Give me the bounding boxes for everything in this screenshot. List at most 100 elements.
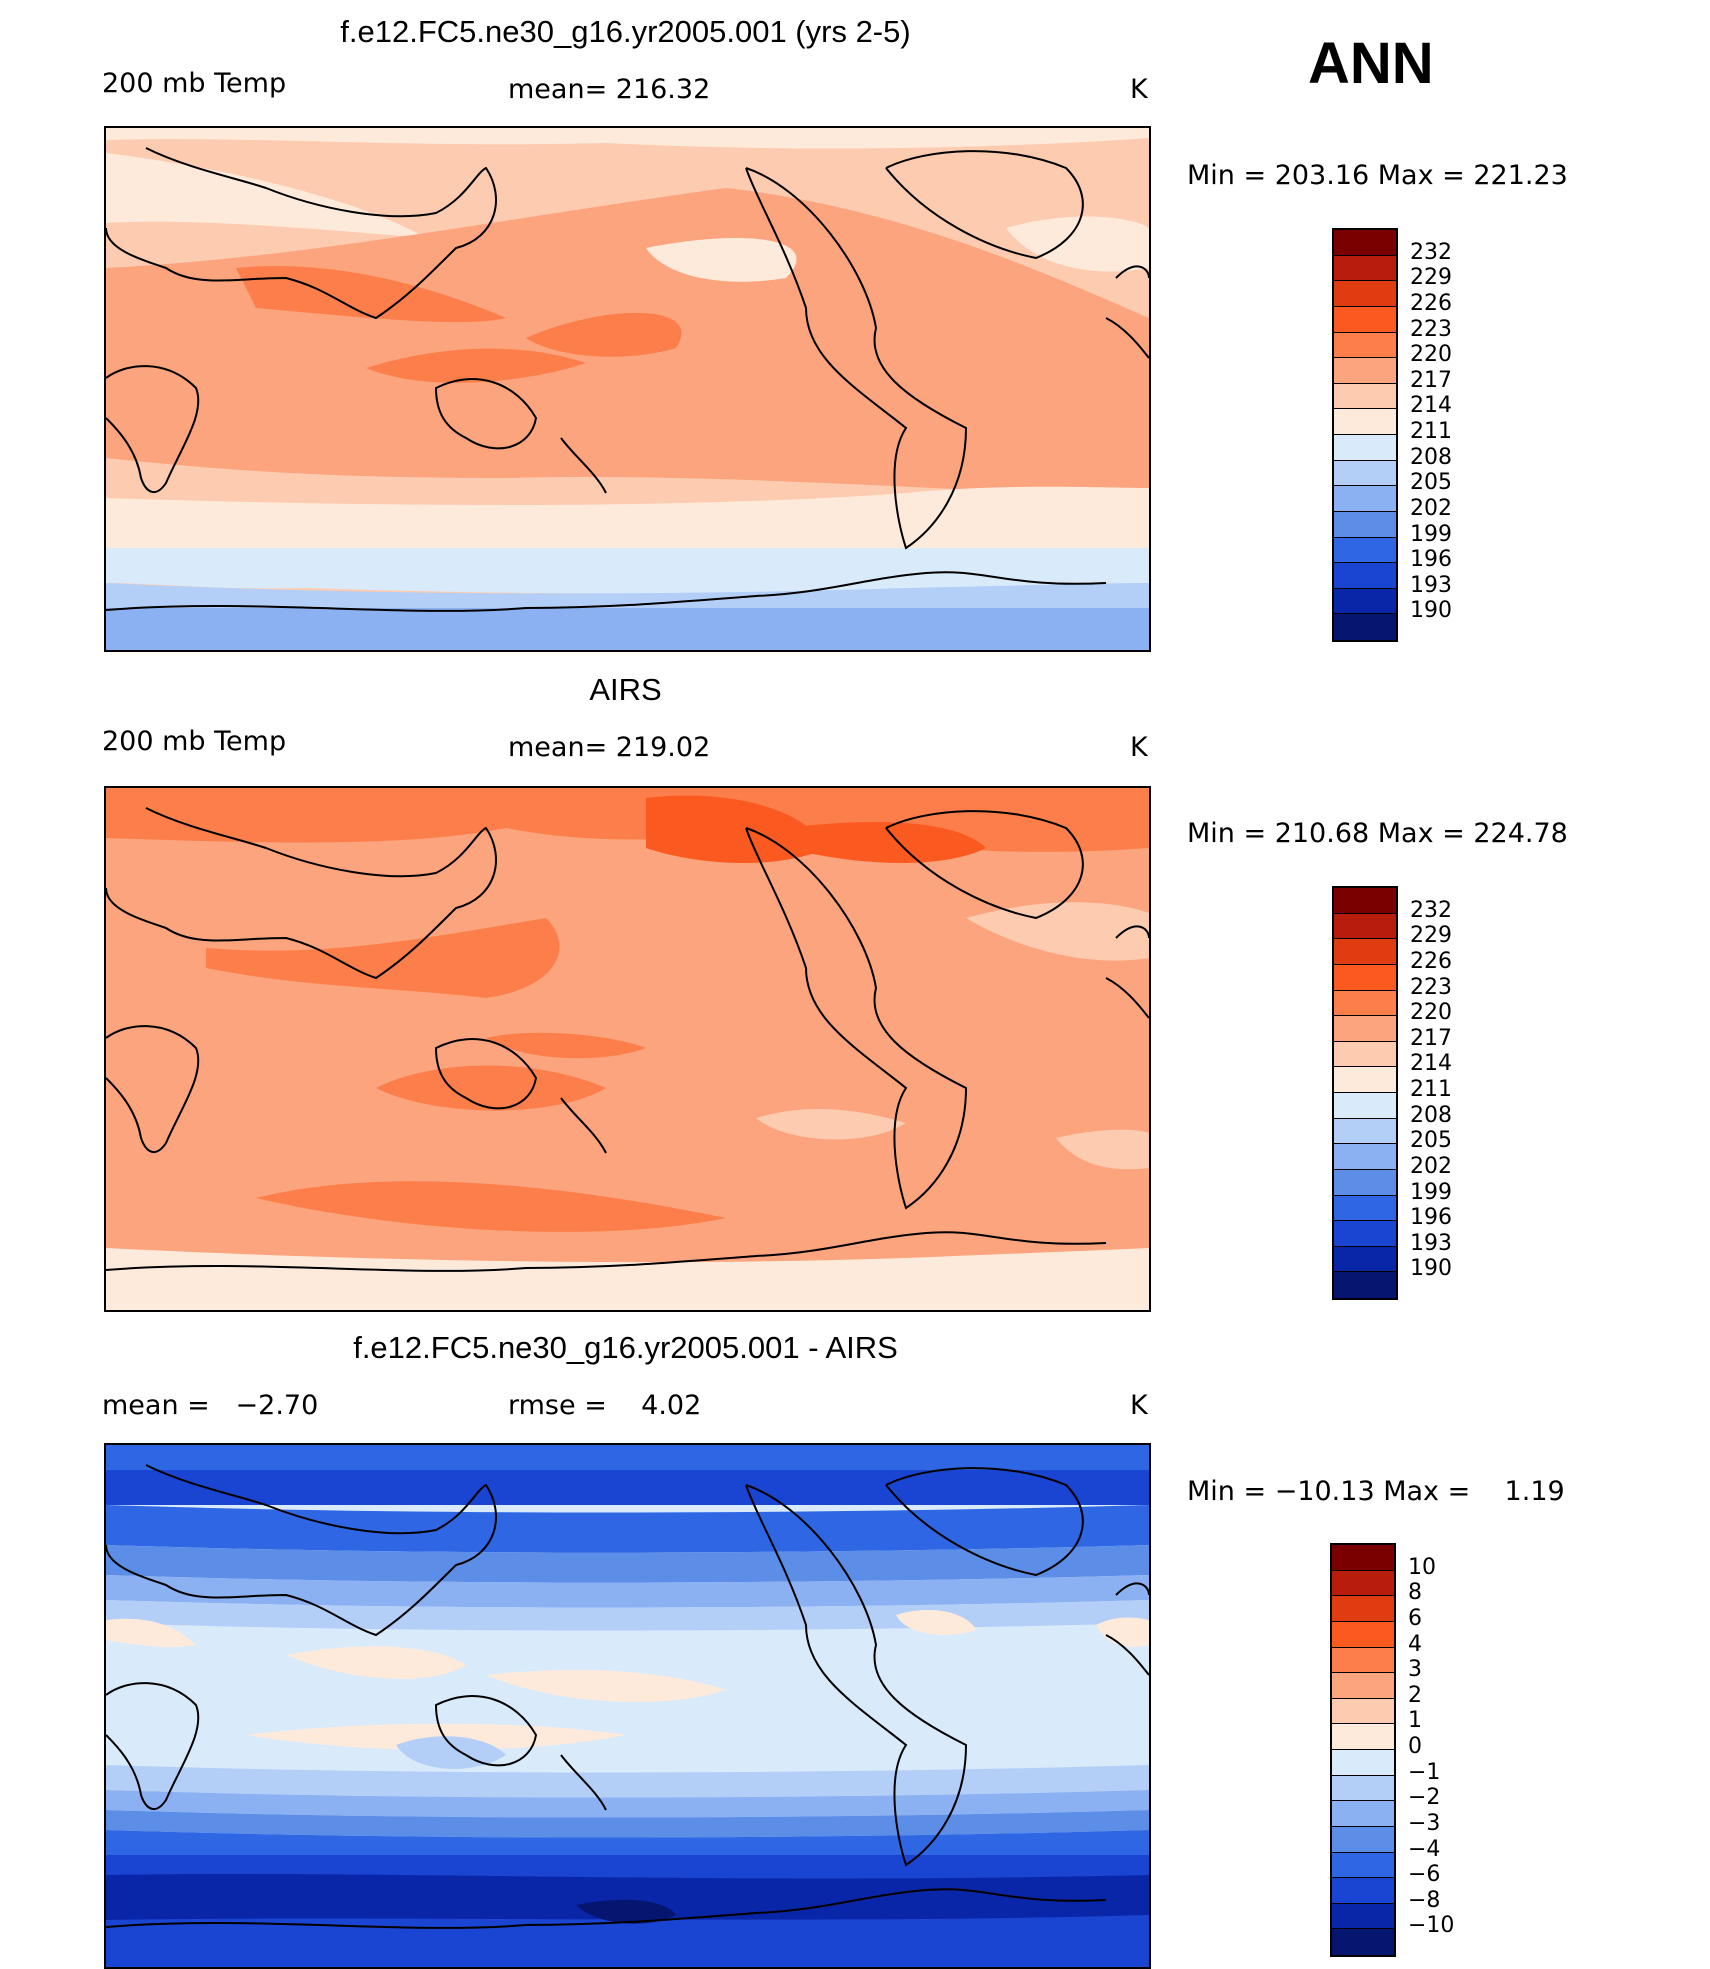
colorbar-segment — [1334, 486, 1396, 512]
panel-2-map — [104, 786, 1151, 1312]
colorbar-tick-label: 208 — [1410, 1102, 1452, 1128]
colorbar-tick-label: 190 — [1410, 598, 1452, 624]
colorbar-segment — [1332, 1903, 1394, 1930]
colorbar-tick-label: 2 — [1408, 1682, 1422, 1708]
colorbar-tick-label: 214 — [1410, 393, 1452, 419]
colorbar-tick-label: 205 — [1410, 1128, 1452, 1154]
colorbar-segment — [1334, 939, 1396, 965]
colorbar-segment — [1334, 990, 1396, 1017]
colorbar-tick-label: 223 — [1410, 316, 1452, 342]
colorbar-tick-label: −1 — [1408, 1759, 1441, 1785]
colorbar-segment — [1334, 1093, 1396, 1119]
panel-2-variable-label: 200 mb Temp — [102, 726, 287, 757]
colorbar-segment — [1334, 435, 1396, 461]
colorbar-tick-label: 220 — [1410, 342, 1452, 368]
panel-3-map — [104, 1443, 1151, 1969]
colorbar-segment — [1332, 1570, 1394, 1597]
colorbar-segment — [1334, 1067, 1396, 1093]
colorbar-tick-label: 211 — [1410, 1077, 1452, 1102]
panel-2-colorbar — [1332, 886, 1398, 1300]
colorbar-segment — [1334, 537, 1396, 564]
colorbar-segment — [1332, 1545, 1394, 1571]
colorbar-tick-label: 10 — [1408, 1554, 1436, 1580]
panel-3-colorbar — [1330, 1543, 1396, 1957]
panel-2-title: AIRS — [589, 672, 662, 707]
colorbar-segment — [1334, 358, 1396, 384]
colorbar-segment — [1332, 1826, 1394, 1853]
colorbar-tick-label: 211 — [1410, 419, 1452, 444]
panel-1-min-max: Min = 203.16 Max = 221.23 — [1187, 160, 1568, 191]
colorbar-segment — [1334, 563, 1396, 589]
colorbar-tick-label: 8 — [1408, 1580, 1422, 1606]
panel-3-units: K — [1130, 1390, 1148, 1421]
colorbar-segment — [1332, 1750, 1394, 1776]
colorbar-segment — [1334, 230, 1396, 256]
colorbar-tick-label: −4 — [1408, 1836, 1441, 1862]
colorbar-tick-label: 4 — [1408, 1631, 1422, 1657]
colorbar-segment — [1334, 1221, 1396, 1247]
panel-3-min-max: Min = −10.13 Max = 1.19 — [1187, 1476, 1565, 1507]
colorbar-segment — [1334, 964, 1396, 991]
panel-1-map — [104, 126, 1151, 652]
colorbar-tick-label: 220 — [1410, 1000, 1452, 1026]
colorbar-segment — [1332, 1775, 1394, 1802]
colorbar-segment — [1332, 1878, 1394, 1904]
colorbar-segment — [1334, 281, 1396, 307]
colorbar-segment — [1334, 511, 1396, 538]
colorbar-segment — [1334, 1144, 1396, 1170]
panel-2-mean-label: mean= 219.02 — [508, 732, 711, 763]
colorbar-tick-label: 214 — [1410, 1051, 1452, 1077]
colorbar-tick-label: 199 — [1410, 521, 1452, 547]
colorbar-tick-label: 205 — [1410, 470, 1452, 496]
colorbar-tick-label: 193 — [1410, 572, 1452, 598]
colorbar-segment — [1334, 1246, 1396, 1273]
colorbar-tick-label: 196 — [1410, 547, 1452, 573]
panel-3-contour-map — [106, 1445, 1149, 1967]
colorbar-tick-label: 232 — [1410, 897, 1452, 923]
panel-1-variable-label: 200 mb Temp — [102, 68, 287, 99]
colorbar-segment — [1332, 1852, 1394, 1879]
panel-1-colorbar — [1332, 228, 1398, 642]
colorbar-segment — [1334, 913, 1396, 940]
colorbar-tick-label: 223 — [1410, 974, 1452, 1000]
colorbar-tick-label: 6 — [1408, 1605, 1422, 1631]
colorbar-tick-label: 229 — [1410, 265, 1452, 291]
colorbar-segment — [1334, 1118, 1396, 1145]
colorbar-tick-label: 208 — [1410, 444, 1452, 470]
colorbar-tick-label: 217 — [1410, 367, 1452, 393]
colorbar-segment — [1332, 1724, 1394, 1750]
colorbar-tick-label: −3 — [1408, 1810, 1441, 1836]
colorbar-tick-label: 0 — [1408, 1734, 1422, 1759]
colorbar-segment — [1334, 888, 1396, 914]
season-label: ANN — [1308, 31, 1434, 96]
colorbar-segment — [1334, 460, 1396, 487]
panel-3-mean-label: mean = −2.70 — [102, 1390, 319, 1421]
colorbar-segment — [1334, 1272, 1396, 1298]
colorbar-segment — [1332, 1596, 1394, 1622]
colorbar-tick-label: 226 — [1410, 948, 1452, 974]
colorbar-tick-label: −6 — [1408, 1862, 1441, 1888]
colorbar-tick-label: 226 — [1410, 290, 1452, 316]
colorbar-segment — [1334, 255, 1396, 282]
colorbar-segment — [1332, 1621, 1394, 1648]
colorbar-segment — [1334, 1041, 1396, 1068]
panel-1-units: K — [1130, 74, 1148, 105]
colorbar-segment — [1332, 1647, 1394, 1674]
colorbar-segment — [1332, 1801, 1394, 1827]
colorbar-segment — [1332, 1929, 1394, 1955]
panel-1-mean-label: mean= 216.32 — [508, 74, 711, 105]
colorbar-segment — [1332, 1673, 1394, 1699]
colorbar-tick-label: 229 — [1410, 923, 1452, 949]
panel-2-contour-map — [106, 788, 1149, 1310]
colorbar-segment — [1334, 614, 1396, 640]
colorbar-segment — [1334, 1195, 1396, 1222]
panel-2-min-max: Min = 210.68 Max = 224.78 — [1187, 818, 1568, 849]
panel-1-contour-map — [106, 128, 1149, 650]
colorbar-tick-label: 196 — [1410, 1205, 1452, 1231]
colorbar-segment — [1334, 306, 1396, 333]
colorbar-segment — [1334, 1169, 1396, 1196]
colorbar-segment — [1334, 332, 1396, 359]
colorbar-tick-label: 202 — [1410, 495, 1452, 521]
colorbar-tick-label: 193 — [1410, 1230, 1452, 1256]
colorbar-tick-label: 3 — [1408, 1657, 1422, 1683]
